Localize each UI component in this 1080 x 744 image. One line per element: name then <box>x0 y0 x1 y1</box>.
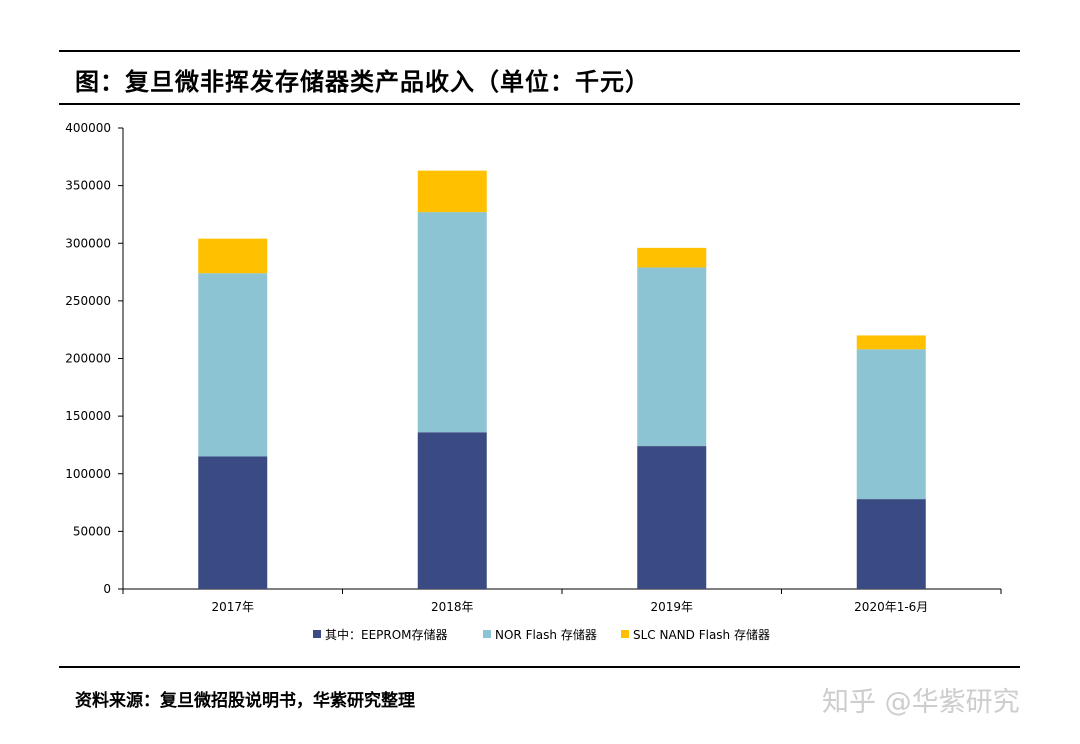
y-tick-label: 350000 <box>65 179 111 193</box>
y-tick-label: 250000 <box>65 294 111 308</box>
bar-segment-eeprom <box>637 446 707 589</box>
y-tick-label: 0 <box>103 582 111 596</box>
y-tick-label: 200000 <box>65 352 111 366</box>
bar-segment-nor-flash <box>637 267 707 447</box>
y-tick-label: 400000 <box>65 121 111 135</box>
legend-label: 其中：EEPROM存储器 <box>325 627 448 642</box>
x-tick-label: 2018年 <box>431 600 474 614</box>
bar-segment-eeprom <box>856 499 926 589</box>
page-title: 图：复旦微非挥发存储器类产品收入（单位：千元） <box>75 67 650 96</box>
x-tick-label: 2019年 <box>650 600 693 614</box>
y-tick-label: 50000 <box>73 524 111 538</box>
watermark: 知乎 @华紫研究 <box>822 687 1020 718</box>
bar-segment-nor-flash <box>417 212 487 433</box>
bar-segment-nor-flash <box>198 273 268 457</box>
legend-swatch <box>313 630 321 638</box>
bar-segment-eeprom <box>417 432 487 589</box>
bar-segment-nor-flash <box>856 349 926 500</box>
title-underline <box>59 103 1020 105</box>
top-rule <box>59 50 1020 52</box>
y-tick-label: 150000 <box>65 409 111 423</box>
legend-label: SLC NAND Flash 存储器 <box>633 627 770 642</box>
bar-segment-eeprom <box>198 456 268 589</box>
x-axis: 2017年 2018年 2019年 2020年1-6月 <box>122 588 1002 614</box>
legend-label: NOR Flash 存储器 <box>495 627 597 642</box>
bottom-rule <box>59 666 1020 668</box>
x-tick-label: 2017年 <box>211 600 254 614</box>
x-tick-label: 2020年1-6月 <box>854 600 928 614</box>
bar-segment-slc-nand-flash <box>637 247 707 268</box>
y-axis: 0 50000 100000 150000 200000 250000 300000 3500… <box>65 121 124 596</box>
legend-swatch <box>621 630 629 638</box>
bar-segment-slc-nand-flash <box>856 335 926 350</box>
legend-swatch <box>483 630 491 638</box>
y-tick-label: 300000 <box>65 236 111 250</box>
legend: 其中：EEPROM存储器 NOR Flash 存储器 SLC NAND Flash … <box>313 627 770 642</box>
bar-segment-slc-nand-flash <box>198 238 268 274</box>
y-tick-label: 100000 <box>65 467 111 481</box>
bars <box>198 170 926 589</box>
bar-segment-slc-nand-flash <box>417 170 487 213</box>
source-note: 资料来源：复旦微招股说明书，华紫研究整理 <box>75 691 415 711</box>
